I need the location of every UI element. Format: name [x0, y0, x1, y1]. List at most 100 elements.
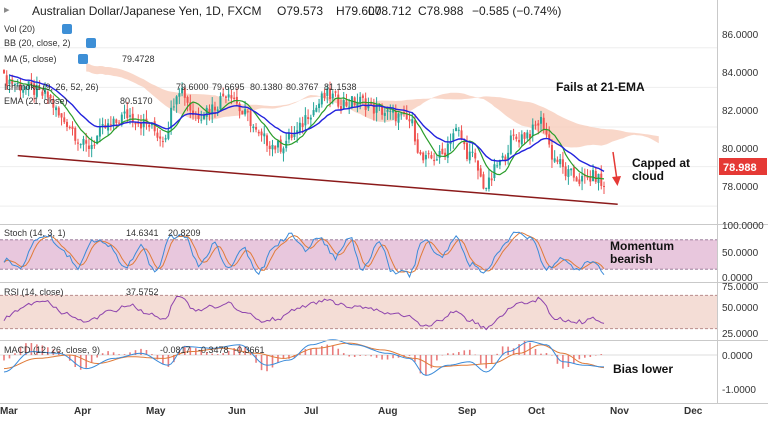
legend-rsi[interactable]: RSI (14, close) — [4, 287, 64, 297]
candle-body — [164, 138, 167, 140]
candle-body — [148, 124, 151, 128]
macd-histogram-bar — [134, 350, 137, 355]
annotation-capped-line2: cloud — [632, 169, 664, 183]
macd-histogram-bar — [107, 351, 109, 355]
candle-body — [392, 110, 395, 113]
candle-body — [44, 89, 47, 94]
annotation-momentum-line2: bearish — [610, 252, 653, 266]
macd-histogram-bar — [118, 354, 120, 355]
macd-histogram-bar — [518, 344, 520, 355]
candle-body — [515, 136, 518, 140]
candle-body — [348, 106, 351, 108]
macd-histogram-bar — [594, 355, 597, 356]
candle-body — [33, 83, 36, 95]
legend-volume[interactable]: Vol (20) — [4, 24, 35, 34]
collapse-arrow-icon[interactable]: ▸ — [4, 4, 10, 16]
macd-histogram-bar — [430, 355, 433, 369]
candle-body — [244, 109, 247, 115]
legend-bollinger[interactable]: BB (20, close, 2) — [4, 38, 71, 48]
candle-body — [329, 88, 332, 100]
eye-icon[interactable] — [78, 54, 88, 64]
candle-body — [526, 132, 529, 139]
candle-body — [298, 122, 301, 132]
month-label: Oct — [528, 406, 545, 417]
candle-body — [359, 96, 362, 104]
month-label: Aug — [378, 406, 397, 417]
candle-body — [353, 97, 356, 105]
macd-histogram-bar — [331, 345, 334, 355]
rsi-tick: 75.0000 — [722, 282, 759, 293]
month-label: Apr — [74, 406, 91, 417]
macd-hist-value: -0.0817 — [160, 345, 191, 355]
candle-body — [312, 110, 315, 116]
macd-histogram-bar — [342, 353, 345, 355]
macd-line — [3, 339, 605, 376]
candle-body — [55, 107, 58, 111]
candle-body — [529, 134, 532, 139]
macd-histogram-bar — [310, 348, 312, 355]
candle-body — [375, 104, 378, 113]
candle-body — [98, 126, 101, 137]
macd-histogram-bar — [200, 349, 203, 355]
candle-body — [46, 91, 49, 98]
candle-body — [49, 95, 52, 99]
candle-body — [41, 91, 44, 96]
candle-body — [118, 122, 121, 124]
macd-histogram-bar — [567, 355, 570, 368]
macd-histogram-bar — [299, 353, 301, 355]
candle-body — [411, 119, 414, 124]
macd-histogram-bar — [381, 355, 383, 360]
eye-icon[interactable] — [86, 38, 96, 48]
candle-body — [156, 132, 159, 138]
candle-body — [367, 104, 370, 109]
legend-macd[interactable]: MACD (12, 26, close, 9) — [4, 345, 100, 355]
candle-body — [186, 97, 189, 103]
candle-body — [68, 127, 71, 129]
ohlc-low: L78.712 — [368, 4, 412, 18]
candle-body — [339, 106, 342, 110]
macd-histogram-bar — [162, 355, 164, 365]
legend-stoch[interactable]: Stoch (14, 3, 1) — [4, 228, 66, 238]
candle-body — [211, 104, 214, 115]
stoch-pane-labels: Stoch (14, 3, 1) 14.6341 20.8209 100.000… — [4, 221, 764, 284]
macd-histogram-bar — [452, 353, 455, 355]
candle-body — [466, 143, 469, 160]
macd-histogram-bar — [293, 355, 296, 359]
macd-histogram-bar — [189, 347, 192, 355]
candles-layer[interactable] — [3, 69, 605, 195]
macd-histogram-bar — [30, 343, 33, 355]
candle-body — [542, 117, 545, 130]
candle-body — [592, 170, 595, 182]
rsi-tick: 50.0000 — [722, 303, 759, 314]
legend-ma[interactable]: MA (5, close) — [4, 54, 57, 64]
candle-body — [161, 141, 164, 143]
macd-signal-line — [3, 342, 605, 370]
legend-ichimoku-value-3: 80.1380 — [250, 82, 283, 92]
candle-body — [531, 124, 534, 137]
candle-body — [167, 130, 170, 139]
macd-histogram-bar — [288, 355, 290, 359]
month-label: Jul — [304, 406, 319, 417]
candle-body — [463, 140, 466, 145]
candle-body — [589, 177, 592, 182]
candle-body — [79, 144, 82, 146]
legend-ema[interactable]: EMA (21, close) — [4, 96, 68, 106]
eye-icon[interactable] — [62, 24, 72, 34]
candle-body — [183, 88, 186, 98]
macd-histogram-bar — [353, 355, 356, 357]
candle-body — [233, 97, 236, 99]
candle-body — [441, 148, 444, 155]
candle-body — [386, 109, 389, 112]
candle-body — [556, 159, 559, 162]
ohlc-change: −0.585 (−0.74%) — [472, 4, 561, 18]
candle-body — [509, 135, 512, 154]
candle-body — [57, 107, 60, 116]
macd-histogram-bar — [375, 355, 378, 358]
macd-histogram-bar — [321, 346, 323, 355]
legend-ichimoku[interactable]: Ichimoku (9, 26, 52, 26) — [4, 82, 99, 92]
macd-histogram-bar — [19, 347, 22, 355]
candle-body — [282, 148, 285, 154]
candle-body — [320, 93, 323, 105]
